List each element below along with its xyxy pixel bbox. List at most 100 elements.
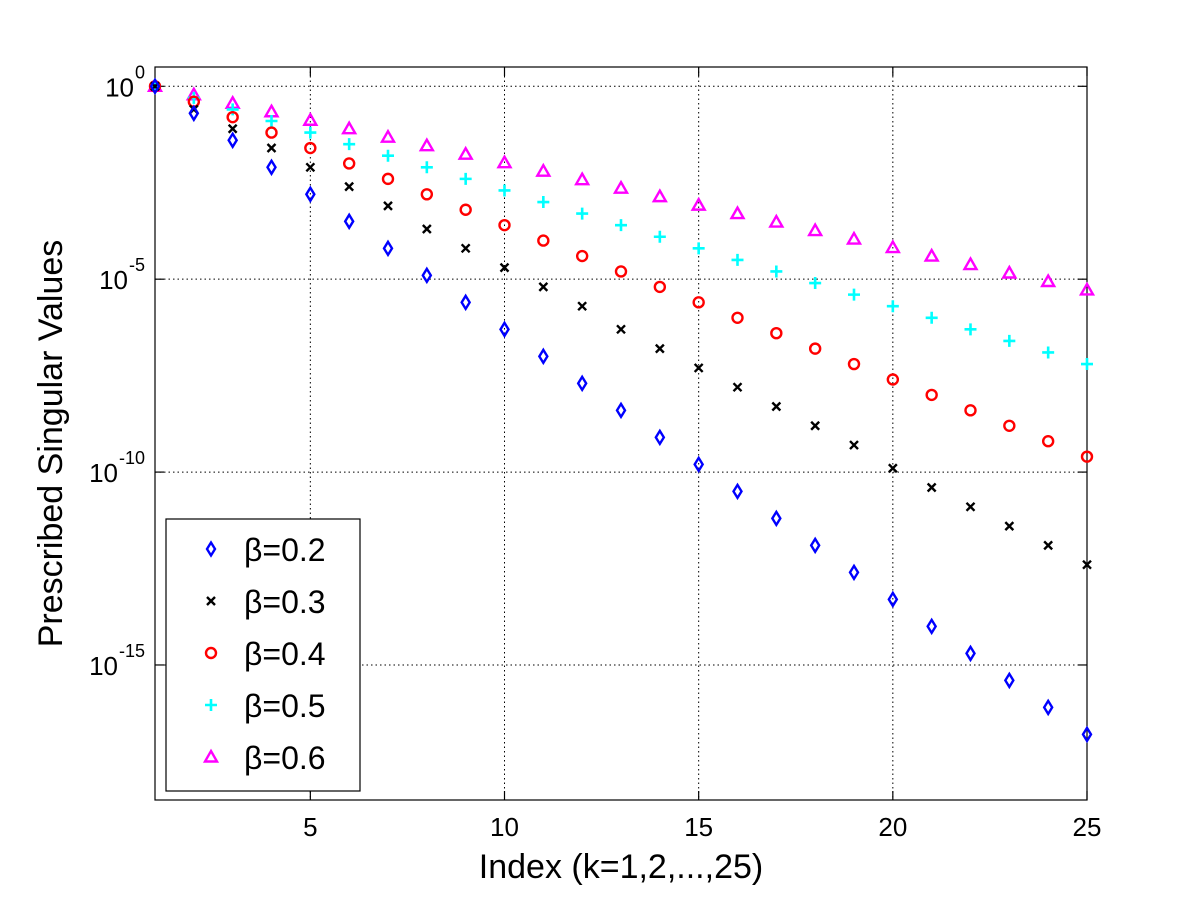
data-point — [887, 463, 898, 474]
x-tick-label: 10 — [490, 812, 519, 842]
data-point — [651, 188, 668, 203]
data-point — [304, 141, 317, 155]
data-point — [965, 501, 976, 512]
data-point — [884, 239, 901, 254]
data-point — [575, 249, 589, 263]
data-point — [731, 311, 744, 324]
data-point — [848, 288, 860, 301]
data-point — [845, 230, 863, 245]
data-point — [693, 363, 704, 373]
data-point — [499, 262, 510, 273]
data-point — [1003, 419, 1016, 432]
data-point — [576, 374, 588, 393]
data-point — [576, 207, 589, 220]
data-point — [304, 185, 316, 204]
data-point — [847, 357, 861, 371]
data-point — [499, 320, 510, 339]
legend-label: β=0.5 — [244, 688, 326, 724]
data-point — [770, 326, 783, 340]
data-point — [302, 111, 319, 126]
data-point — [382, 239, 394, 258]
data-point — [421, 224, 432, 234]
data-point — [459, 172, 472, 185]
data-point — [886, 373, 900, 386]
data-point — [965, 644, 976, 663]
data-point — [265, 126, 278, 139]
y-axis-label: Prescribed Singular Values — [32, 240, 70, 648]
data-point — [807, 222, 824, 237]
data-point — [418, 137, 435, 152]
data-point — [1003, 671, 1015, 690]
data-point — [653, 230, 666, 243]
data-point — [341, 120, 358, 135]
data-point — [731, 253, 744, 266]
data-point — [577, 301, 588, 312]
data-point — [457, 145, 474, 160]
data-point — [1040, 273, 1057, 288]
data-point — [653, 280, 667, 294]
data-point — [188, 104, 200, 123]
data-point — [304, 126, 317, 139]
data-point — [1082, 559, 1092, 570]
plot-area — [154, 66, 1088, 801]
data-point — [1080, 450, 1094, 463]
data-point — [537, 196, 550, 209]
data-point — [849, 440, 859, 450]
y-tick-exponent: -5 — [129, 255, 145, 275]
data-point — [1001, 264, 1018, 279]
data-point — [342, 157, 356, 170]
data-point — [732, 382, 743, 393]
data-point — [612, 179, 630, 194]
data-point — [420, 161, 433, 174]
legend-label: β=0.6 — [244, 740, 326, 776]
data-marks — [146, 77, 1096, 744]
series-0.3 — [150, 81, 1092, 570]
data-point — [690, 196, 707, 211]
data-point — [498, 218, 511, 232]
y-tick-label: -510 — [99, 255, 145, 295]
data-point — [729, 205, 746, 220]
data-point — [886, 300, 899, 313]
data-point — [616, 324, 626, 335]
data-point — [265, 115, 278, 128]
data-point — [537, 347, 549, 366]
data-point — [615, 219, 627, 232]
legend-label: β=0.3 — [244, 584, 326, 620]
legend-item: β=0.2 — [205, 532, 326, 568]
data-point — [809, 277, 822, 290]
data-point — [459, 203, 472, 216]
data-point — [1041, 435, 1055, 448]
data-point — [379, 128, 397, 143]
data-point — [460, 293, 472, 312]
data-point — [1043, 540, 1054, 551]
data-point — [810, 420, 821, 431]
legend-marker — [204, 646, 218, 660]
data-point — [1004, 521, 1015, 531]
legend-item: β=0.5 — [205, 688, 326, 724]
data-point — [305, 162, 316, 173]
data-point — [421, 266, 433, 285]
legend-marker — [206, 596, 216, 606]
data-point — [732, 482, 743, 501]
data-point — [962, 256, 979, 271]
data-point — [808, 342, 822, 355]
x-tick-label: 15 — [684, 812, 713, 842]
data-point — [809, 536, 821, 555]
data-point — [692, 296, 705, 309]
legend-marker — [202, 748, 220, 763]
data-point — [770, 265, 783, 278]
data-point — [1081, 358, 1093, 371]
x-tick-label: 25 — [1073, 812, 1102, 842]
data-point — [768, 213, 785, 228]
y-tick-exponent: -15 — [119, 641, 145, 661]
data-point — [654, 428, 666, 447]
data-point — [926, 617, 938, 636]
data-point — [964, 404, 977, 417]
data-point — [382, 149, 394, 162]
legend-marker — [205, 540, 217, 558]
x-axis-label: Index (k=1,2,...,25) — [479, 848, 763, 886]
y-tick-exponent: -10 — [119, 448, 145, 468]
data-point — [1003, 334, 1016, 347]
